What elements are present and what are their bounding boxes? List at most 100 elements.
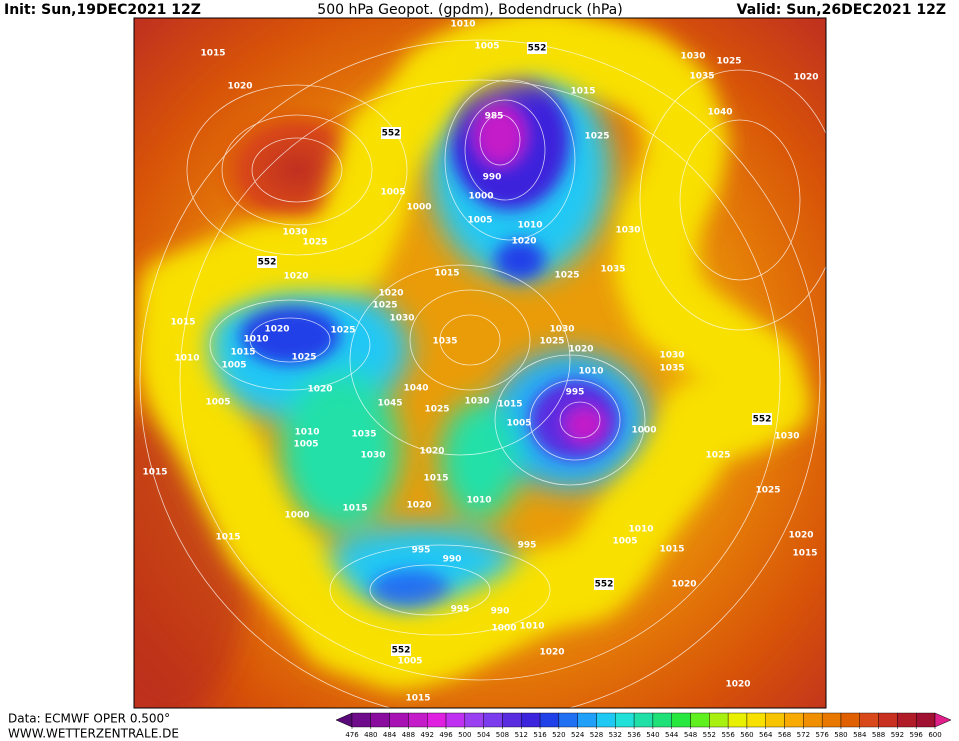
isobar-label: 1000 bbox=[631, 426, 656, 436]
isobar-label: 1030 bbox=[389, 314, 414, 324]
colorbar-tick-label: 584 bbox=[853, 731, 867, 739]
colorbar-arrow-left bbox=[335, 712, 353, 728]
colorbar-segment bbox=[633, 712, 654, 728]
isobar-label: 1015 bbox=[434, 269, 459, 279]
isobar-label: 1030 bbox=[680, 52, 705, 62]
isobar-label: 1010 bbox=[578, 367, 603, 377]
contour-label-bg bbox=[257, 256, 277, 268]
colorbar-tick-label: 544 bbox=[665, 731, 679, 739]
isobar-label: 1025 bbox=[291, 353, 316, 363]
isobar-label: 1010 bbox=[628, 525, 653, 535]
colorbar-segment bbox=[859, 712, 879, 728]
map-frame bbox=[133, 17, 827, 709]
colorbar-segment bbox=[878, 712, 898, 728]
isobar-label: 1015 bbox=[342, 504, 367, 514]
isobar-label: 1015 bbox=[659, 545, 684, 555]
colorbar-segment bbox=[746, 712, 766, 728]
colorbar-segment bbox=[709, 712, 729, 728]
colorbar-segment bbox=[464, 712, 484, 728]
isobar-label: 1030 bbox=[615, 226, 640, 236]
isobar-label: 1025 bbox=[372, 301, 397, 311]
isobar-label: 1020 bbox=[539, 648, 564, 658]
isobars bbox=[139, 39, 826, 708]
isobar-label: 1030 bbox=[659, 351, 684, 361]
contour-label-bg bbox=[527, 42, 547, 54]
colorbar-tick-label: 572 bbox=[797, 731, 810, 739]
colorbar-tick-label: 488 bbox=[402, 731, 415, 739]
colorbar-tick-label: 524 bbox=[571, 731, 585, 739]
colorbar-tick-label: 600 bbox=[928, 731, 941, 739]
colorbar-tick-label: 580 bbox=[834, 731, 847, 739]
colorbar-segment bbox=[915, 712, 936, 728]
isobar-label: 1005 bbox=[467, 216, 492, 226]
colorbar-segment bbox=[897, 712, 917, 728]
colorbar-tick-label: 540 bbox=[646, 731, 659, 739]
colorbar-segment bbox=[690, 712, 710, 728]
colorbar-tick-label: 504 bbox=[477, 731, 491, 739]
colorbar-segment bbox=[445, 712, 466, 728]
isobar-label: 1005 bbox=[506, 419, 531, 429]
init-time: Init: Sun,19DEC2021 12Z bbox=[4, 2, 201, 18]
colorbar-segment bbox=[427, 712, 447, 728]
map-title: 500 hPa Geopot. (gpdm), Bodendruck (hPa) bbox=[317, 2, 622, 18]
isobar-label: 1025 bbox=[716, 57, 741, 67]
colorbar-tick-label: 548 bbox=[684, 731, 697, 739]
isobar-label: 1005 bbox=[205, 398, 230, 408]
isobar-label: 995 bbox=[451, 605, 470, 615]
isobar-label: 1030 bbox=[549, 325, 574, 335]
colorbar-tick-label: 532 bbox=[609, 731, 622, 739]
isobar-label: 1020 bbox=[227, 82, 252, 92]
colorbar-tick-label: 496 bbox=[439, 731, 453, 739]
isobar-label: 1015 bbox=[142, 468, 167, 478]
isobar-label: 552 bbox=[753, 415, 772, 425]
isobar-label: 1000 bbox=[284, 511, 309, 521]
isobar-label: 995 bbox=[412, 546, 431, 556]
isobar-label: 1020 bbox=[671, 580, 696, 590]
colorbar-segment bbox=[727, 712, 748, 728]
colorbar-tick-label: 480 bbox=[364, 731, 377, 739]
colorbar-segment bbox=[389, 712, 409, 728]
isobar-label: 552 bbox=[595, 580, 614, 590]
isobar-label: 1025 bbox=[705, 451, 730, 461]
isobar-label: 1035 bbox=[659, 364, 684, 374]
isobar-label: 1020 bbox=[283, 272, 308, 282]
contour-label-bg bbox=[381, 127, 401, 139]
colorbar-segment bbox=[821, 712, 842, 728]
colorbar-tick-label: 536 bbox=[627, 731, 641, 739]
isobar-label: 1040 bbox=[403, 384, 428, 394]
colorbar-segment bbox=[652, 712, 672, 728]
contour-label-bg bbox=[752, 413, 772, 425]
isobar-label: 1005 bbox=[612, 537, 637, 547]
isobar-label: 552 bbox=[258, 258, 277, 268]
contour-label-bg bbox=[594, 578, 614, 590]
isobar-label: 1005 bbox=[293, 440, 318, 450]
colorbar-segment bbox=[483, 712, 503, 728]
isobar-label: 1000 bbox=[406, 203, 431, 213]
isobar-label: 1015 bbox=[405, 694, 430, 704]
isobar-label: 1020 bbox=[725, 680, 750, 690]
isobar-label: 552 bbox=[528, 44, 547, 54]
isobar-label: 1005 bbox=[380, 188, 405, 198]
colorbar-segment bbox=[596, 712, 616, 728]
colorbar-tick-label: 592 bbox=[891, 731, 904, 739]
colorbar-tick-label: 556 bbox=[721, 731, 735, 739]
isobar-label: 1010 bbox=[519, 622, 544, 632]
isobar-label: 1020 bbox=[788, 531, 813, 541]
isobar-label: 1015 bbox=[170, 318, 195, 328]
isobar-label: 995 bbox=[566, 388, 585, 398]
isobar-label: 1035 bbox=[689, 72, 714, 82]
colorbar-tick-label: 588 bbox=[872, 731, 885, 739]
colorbar-segment bbox=[840, 712, 860, 728]
colorbar-tick-label: 564 bbox=[759, 731, 773, 739]
isobar-label: 1010 bbox=[466, 496, 491, 506]
isobar-label: 1010 bbox=[450, 20, 475, 30]
isobar-label: 1020 bbox=[568, 345, 593, 355]
isobar-label: 985 bbox=[485, 112, 504, 122]
colorbar-segment bbox=[558, 712, 578, 728]
colorbar-segment bbox=[521, 712, 541, 728]
isobar-label: 1015 bbox=[570, 87, 595, 97]
isobar-label: 1015 bbox=[423, 474, 448, 484]
